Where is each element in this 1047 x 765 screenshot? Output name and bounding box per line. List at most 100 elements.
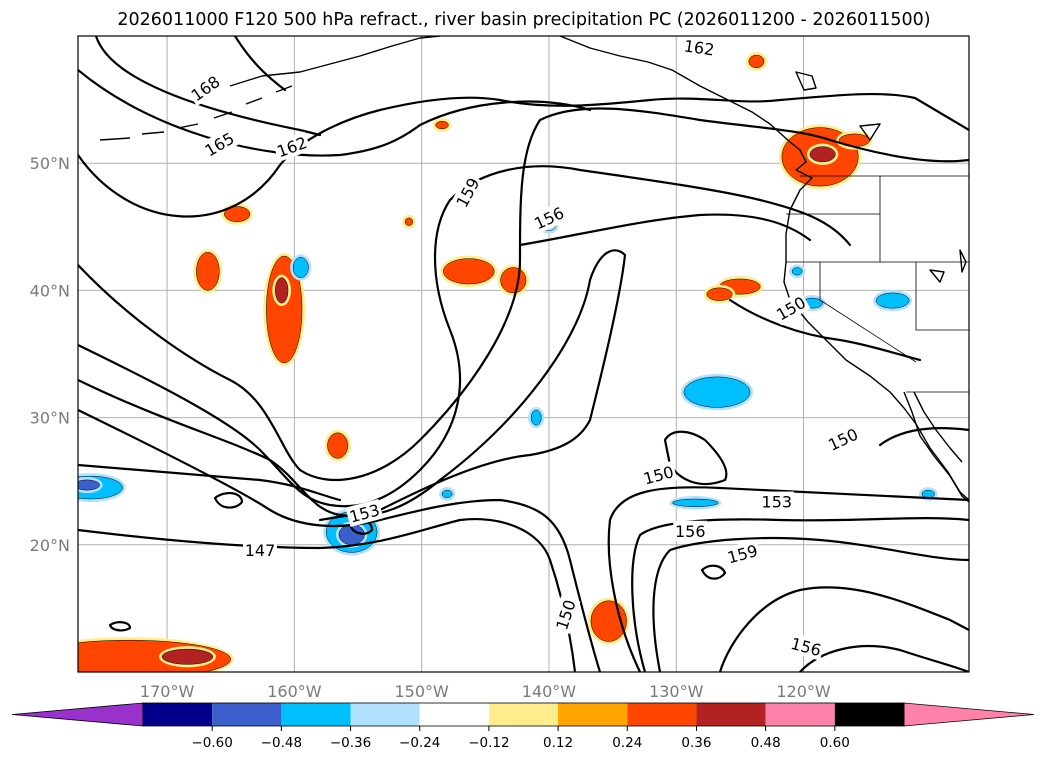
contour-label: 156 xyxy=(673,520,708,541)
colorbar-extend-high xyxy=(903,702,1035,727)
colorbar-tick-label: −0.60 xyxy=(191,735,232,751)
precip-area xyxy=(292,257,309,278)
colorbar-segment xyxy=(696,703,766,726)
precip-area xyxy=(748,54,765,69)
precip-area xyxy=(78,479,100,491)
lon-tick-label: 120°W xyxy=(776,682,831,701)
contour-line xyxy=(700,564,727,580)
contour-line xyxy=(78,518,577,672)
contour-label-background xyxy=(243,539,278,560)
contour-line xyxy=(233,36,287,92)
contour-label-background xyxy=(759,491,794,512)
colorbar-tick-label: 0.48 xyxy=(751,735,781,751)
colorbar-tick-label: −0.12 xyxy=(468,735,509,751)
contour-line xyxy=(78,107,969,482)
contour-label: 147 xyxy=(243,539,278,560)
precip-area xyxy=(196,251,220,291)
us-west-coastline xyxy=(783,209,969,501)
precip-area xyxy=(706,287,733,301)
colorbar-segment xyxy=(834,703,904,726)
contour-label: 153 xyxy=(759,491,794,512)
colorbar-segment xyxy=(558,703,628,726)
precip-area xyxy=(441,489,453,498)
lon-tick-label: 170°W xyxy=(140,682,195,701)
colorbar-segment xyxy=(143,703,213,726)
colorbar-segment xyxy=(765,703,835,726)
contour-label-background xyxy=(673,520,708,541)
contour-line xyxy=(78,92,969,218)
baja-california xyxy=(903,391,969,503)
state-borders xyxy=(786,176,969,363)
colorbar-tick-label: 0.12 xyxy=(543,735,573,751)
contour-label-background xyxy=(550,595,581,635)
colorbar-segment xyxy=(488,703,559,726)
bc-coastline xyxy=(789,141,813,211)
contour-label-text: 147 xyxy=(245,541,276,560)
lon-tick-label: 160°W xyxy=(267,682,322,701)
colorbar-tick-label: −0.48 xyxy=(261,735,302,751)
contour-label-text: 153 xyxy=(762,493,793,512)
contour-line xyxy=(878,427,969,447)
colorbar-extend-low xyxy=(11,702,144,727)
aleutian-islands xyxy=(99,85,293,141)
lat-tick-label: 40°N xyxy=(30,281,70,300)
contour-line xyxy=(78,249,627,522)
colorbar-tick-label: 0.60 xyxy=(820,735,850,751)
contour-line xyxy=(213,492,244,509)
lon-tick-label: 130°W xyxy=(649,682,704,701)
contour-label-text: 156 xyxy=(675,522,706,541)
lat-tick-label: 20°N xyxy=(30,536,70,555)
precip-area xyxy=(672,498,719,507)
precip-area xyxy=(875,292,910,309)
map-frame xyxy=(77,35,970,673)
contour-line xyxy=(718,586,969,672)
precip-area xyxy=(921,489,935,498)
precip-area xyxy=(791,267,803,276)
contour-line xyxy=(607,486,969,672)
contour-label: 162 xyxy=(680,36,718,60)
contour-label: 159 xyxy=(450,172,485,213)
contour-label-background xyxy=(345,498,384,528)
contour-line xyxy=(631,517,969,672)
small-islands xyxy=(795,71,967,283)
colorbar-tick-label: 0.24 xyxy=(612,735,642,751)
colorbar-tick-label: −0.36 xyxy=(330,735,371,751)
contour-line xyxy=(518,213,812,247)
coastlines xyxy=(99,36,969,503)
lon-tick-label: 140°W xyxy=(522,682,577,701)
precip-area xyxy=(683,376,751,408)
colorbar-segment xyxy=(212,703,282,726)
colorbar-outline xyxy=(142,702,905,727)
precip-area xyxy=(404,217,414,226)
axis-tick-labels: 170°W 160°W 150°W 140°W 130°W 120°W 20°N 30°N 40… xyxy=(30,154,831,701)
precip-area xyxy=(809,146,836,163)
contour-label-background xyxy=(639,460,678,489)
contour-label-background xyxy=(787,632,826,661)
contour-line xyxy=(78,408,602,672)
colorbar-tick-label: −0.24 xyxy=(399,735,440,751)
contour-line xyxy=(94,36,322,137)
baja-inner-coast xyxy=(913,391,963,463)
colorbar: −0.60 −0.48 −0.36 −0.24 −0.12 0.12 0.24 0.36 0.4… xyxy=(11,702,1035,751)
colorbar-segment xyxy=(281,703,351,726)
contour-line xyxy=(652,536,969,672)
contour-label: 153 xyxy=(345,498,384,528)
precip-area xyxy=(530,409,542,426)
lat-tick-label: 30°N xyxy=(30,409,70,428)
contour-line xyxy=(78,463,342,502)
contour-label-background xyxy=(272,131,312,162)
contour-label: 150 xyxy=(639,460,678,489)
contour-label-background xyxy=(450,172,485,213)
contour-label-background xyxy=(823,422,863,456)
contour-line xyxy=(728,298,922,362)
precip-area xyxy=(500,267,527,294)
contour-label-background xyxy=(185,70,225,107)
precip-area xyxy=(327,432,349,459)
contour-label-background xyxy=(771,291,811,326)
precip-area xyxy=(224,206,251,222)
lat-tick-label: 50°N xyxy=(30,154,70,173)
contour-line xyxy=(663,430,728,485)
precip-area xyxy=(443,258,495,285)
